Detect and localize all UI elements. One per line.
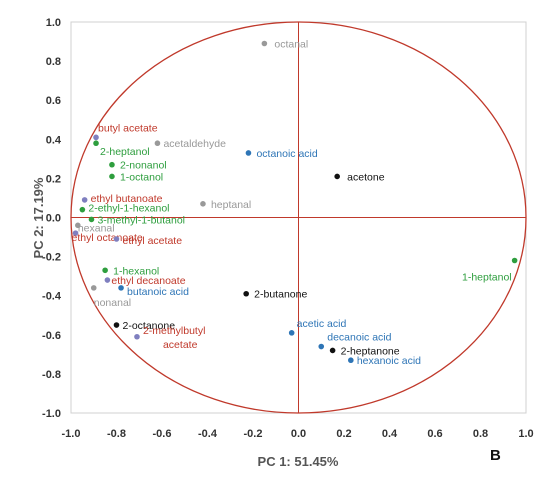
point-octanoic-acid [245,150,252,156]
y-tick-label: -0.4 [42,291,62,303]
y-tick-label: 0.2 [46,173,61,185]
y-tick-label: -0.6 [42,330,61,342]
point-label: octanoic acid [256,148,317,160]
x-tick-label: -0.4 [198,428,218,440]
y-tick-label: -1.0 [42,408,61,420]
point-hexanal [75,222,81,229]
point-label: 2-heptanol [100,146,150,158]
y-tick-label: 0.0 [46,213,61,225]
panel-label: B [490,447,501,464]
x-tick-label: 0.0 [291,428,306,440]
y-tick-label: 1.0 [46,17,61,29]
point-label: acetate [163,339,198,351]
point-label: acetaldehyde [163,138,226,150]
loading-points: octanal butyl acetate 2-heptanol acetaldehy… [72,39,518,367]
point-label: hexanoic acid [357,355,421,367]
point-2-methylbutyl-acetate [134,333,140,340]
x-axis-ticks: -1.0 -0.8 -0.6 -0.4 -0.2 0.0 0.2 0.4 0.6 0.8 1.0 [62,428,534,440]
y-tick-label: 0.6 [46,95,61,107]
x-tick-label: 0.6 [427,428,442,440]
point-label: hexanal [78,222,115,234]
x-tick-label: -1.0 [62,428,81,440]
point-label: 2-methylbutyl [143,325,205,337]
point-label: ethyl butanoate [91,193,163,205]
y-axis-title: PC 2: 17.19% [31,177,46,258]
point-label: 3-methyl-1-butanol [97,214,185,226]
point-1-octanol [109,173,115,180]
point-ethyl-decanoate [104,277,111,283]
x-tick-label: 1.0 [518,428,533,440]
point-label: butanoic acid [127,286,189,298]
point-label: 2-heptanone [341,345,400,357]
point-label: acetone [347,171,385,183]
point-2-nonanol [109,161,115,168]
correlation-circle [70,21,527,414]
point-ethyl-acetate [113,236,120,242]
point-label: octanal [274,39,308,51]
point-label: 2-nonanol [120,160,167,172]
x-tick-label: -0.8 [107,428,126,440]
y-tick-label: 0.4 [46,134,62,146]
point-decanoic-acid [318,343,325,350]
x-axis-title: PC 1: 51.45% [258,454,339,469]
x-tick-label: 0.8 [473,428,488,440]
point-label: 2-octanone [123,320,176,332]
point-acetaldehyde [154,140,161,147]
point-hexanoic-acid [348,357,354,364]
point-3-methyl-1-butanol [88,216,95,223]
point-2-heptanone [329,347,336,354]
x-tick-label: -0.6 [153,428,172,440]
point-label: butyl acetate [98,122,158,134]
point-label: heptanal [211,199,251,211]
point-octanal [261,40,268,47]
point-1-hexanol [102,267,108,274]
point-heptanal [200,201,206,207]
point-2-octanone [113,322,120,328]
x-tick-label: -0.2 [244,428,263,440]
point-label: 2-butanone [254,289,307,301]
y-tick-label: -0.2 [42,252,61,264]
point-ethyl-butanoate [81,197,88,203]
point-label: ethyl octanoate [72,232,143,244]
point-label: ethyl decanoate [111,275,185,287]
point-2-butanone [243,290,249,297]
point-ethyl-octanoate [72,230,79,236]
y-tick-label: -0.8 [42,369,61,381]
point-2-ethyl-1-hexanol [79,206,86,213]
point-label: acetic acid [297,318,347,330]
point-label: ethyl acetate [123,235,183,247]
y-tick-label: 0.8 [46,56,61,68]
x-tick-label: 0.2 [336,428,351,440]
point-nonanal [90,285,97,291]
point-label: 1-heptanol [462,272,512,284]
point-butanoic-acid [118,285,124,291]
point-label: 2-ethyl-1-hexanol [88,203,169,215]
y-axis-ticks: 1.0 0.8 0.6 0.4 0.2 0.0 -0.2 -0.4 -0.6 -0.8 -1.0 [42,17,62,420]
point-acetic-acid [288,330,295,336]
point-label: 1-octanol [120,171,163,183]
x-tick-label: 0.4 [382,428,398,440]
point-butyl-acetate [93,134,99,141]
point-label: 1-hexanol [113,265,159,277]
point-label: decanoic acid [327,332,391,344]
point-acetone [334,173,340,180]
point-2-heptanol [93,140,99,147]
point-1-heptanol [511,257,518,264]
point-label: nonanal [94,297,131,309]
